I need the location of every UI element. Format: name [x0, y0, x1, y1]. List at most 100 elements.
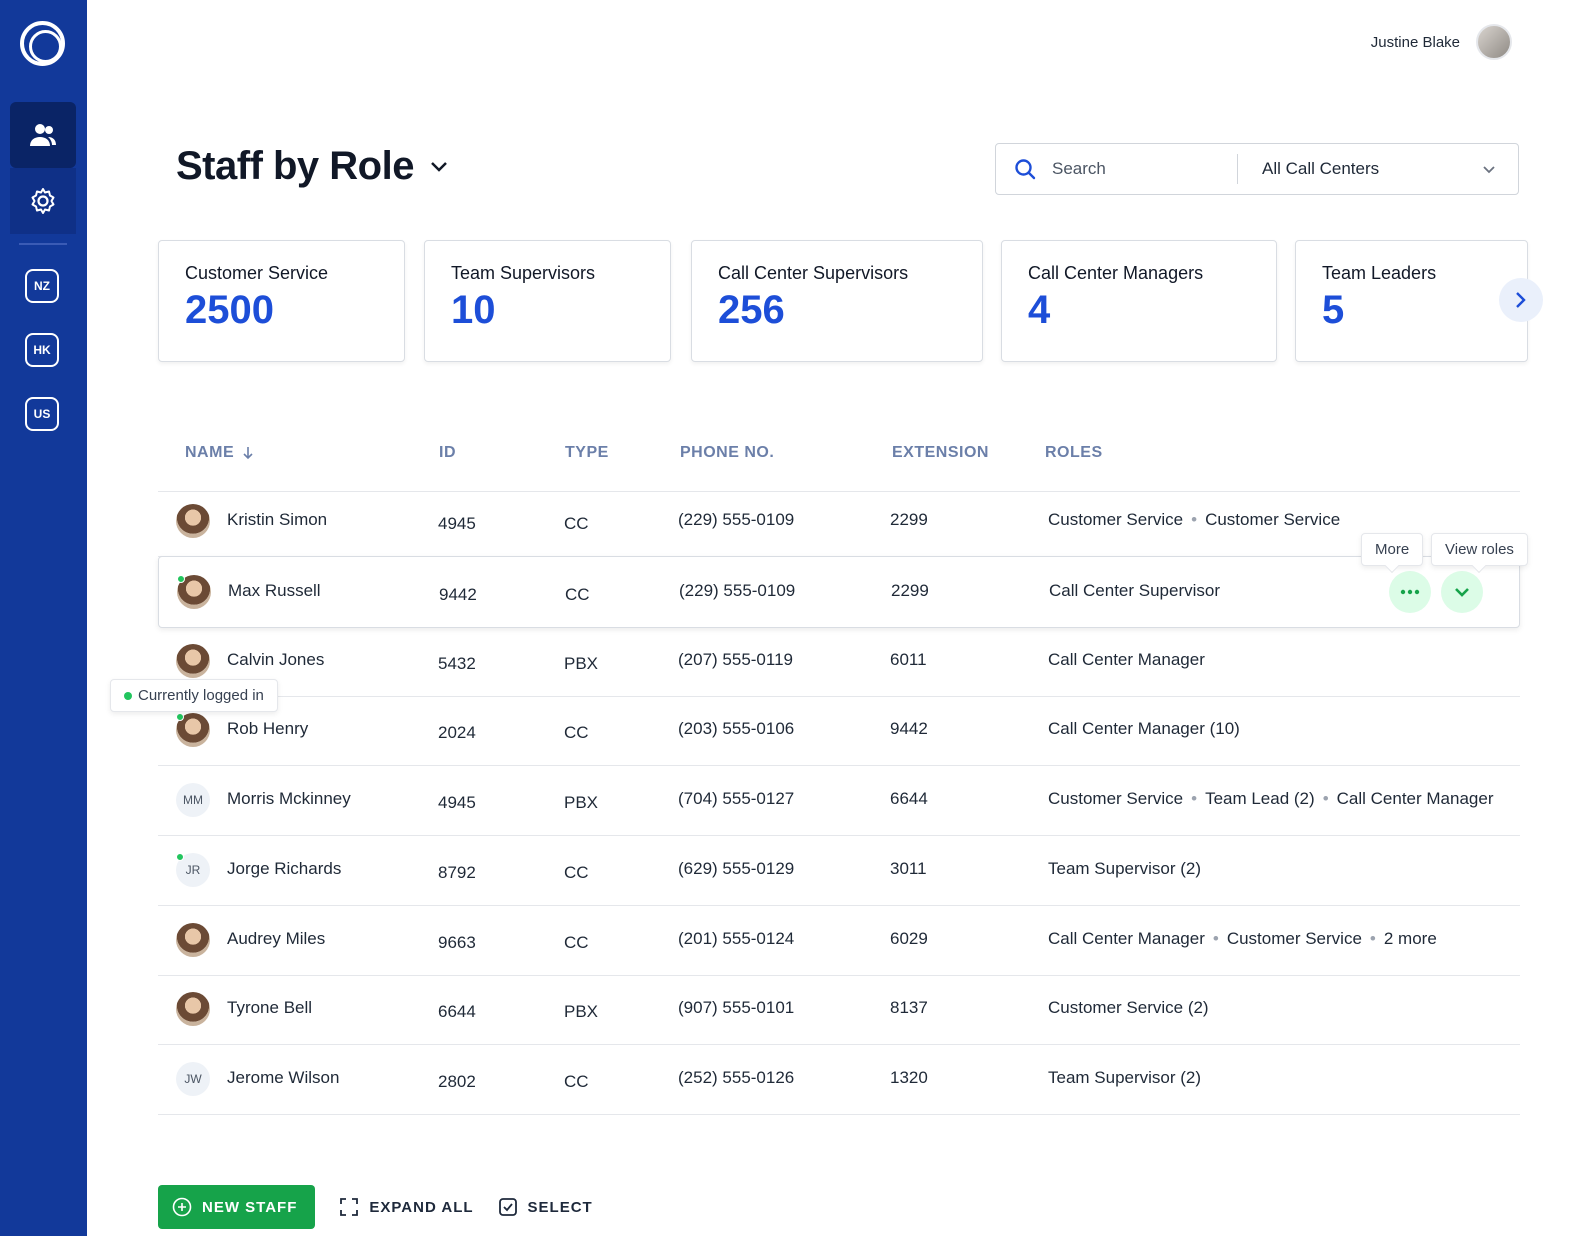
- chevron-right-icon: [1516, 292, 1526, 308]
- cell-extension: 6644: [890, 789, 928, 808]
- cell-phone: (629) 555-0129: [678, 859, 795, 878]
- role-card[interactable]: Call Center Supervisors 256: [691, 240, 983, 362]
- avatar[interactable]: [176, 504, 210, 538]
- nav-people[interactable]: [10, 102, 76, 168]
- role-tag: Call Center Manager: [1048, 650, 1205, 669]
- table-row[interactable]: JW Jerome Wilson 2802 CC (252) 555-0126 1320 T…: [158, 1044, 1520, 1115]
- cell-roles: Customer Service • Team Lead (2) • Call Cent…: [1048, 789, 1494, 809]
- gear-icon: [31, 188, 55, 214]
- column-header-phone[interactable]: PHONE NO.: [680, 444, 775, 461]
- call-center-select-value: All Call Centers: [1262, 159, 1380, 178]
- table-row[interactable]: Calvin Jones 5432 PBX (207) 555-0119 6011 Cal…: [158, 626, 1520, 697]
- role-card[interactable]: Call Center Managers 4: [1001, 240, 1277, 362]
- more-dots-icon: [1400, 589, 1420, 595]
- cell-id: 6644: [438, 1002, 476, 1021]
- cell-extension: 6011: [890, 650, 927, 669]
- role-card-label: Call Center Supervisors: [718, 263, 909, 283]
- cell-phone: (207) 555-0119: [678, 650, 793, 669]
- column-header-name[interactable]: NAME: [185, 444, 254, 462]
- nav-settings[interactable]: [10, 168, 76, 234]
- cell-id: 4945: [438, 514, 476, 533]
- cell-extension: 8137: [890, 998, 928, 1017]
- region-us[interactable]: US: [25, 397, 59, 431]
- chevron-down-icon: [1455, 588, 1469, 597]
- cell-extension: 1320: [890, 1068, 928, 1087]
- expand-icon: [340, 1198, 359, 1216]
- table-row[interactable]: Kristin Simon 4945 CC (229) 555-0109 2299 Cus…: [158, 486, 1520, 557]
- user-menu[interactable]: Justine Blake: [1371, 24, 1512, 60]
- user-avatar[interactable]: [1476, 24, 1512, 60]
- role-card-label: Call Center Managers: [1028, 263, 1204, 283]
- cell-extension: 9442: [890, 719, 928, 738]
- more-tooltip-text: More: [1375, 541, 1410, 558]
- cell-name: Max Russell: [228, 581, 321, 600]
- cards-next-button[interactable]: [1499, 278, 1543, 322]
- sort-down-icon[interactable]: [242, 446, 254, 460]
- view-roles-tooltip: View roles: [1431, 533, 1528, 574]
- cell-phone: (203) 555-0106: [678, 719, 795, 738]
- cell-extension: 2299: [890, 510, 928, 529]
- role-card[interactable]: Customer Service 2500: [158, 240, 405, 362]
- table-row[interactable]: Tyrone Bell 6644 PBX (907) 555-0101 8137 Cust…: [158, 974, 1520, 1045]
- chevron-down-icon: [431, 161, 447, 172]
- cell-type: CC: [564, 514, 589, 533]
- cell-type: PBX: [564, 793, 599, 812]
- online-dot: [176, 853, 184, 861]
- region-hk[interactable]: HK: [25, 333, 59, 367]
- cell-extension: 3011: [890, 859, 927, 878]
- avatar[interactable]: MM: [176, 783, 210, 817]
- cell-roles: Call Center Manager • Customer Service • 2 m…: [1048, 929, 1437, 949]
- table-row[interactable]: MM Morris Mckinney 4945 PBX (704) 555-0127 66…: [158, 765, 1520, 836]
- search-input[interactable]: [1052, 159, 1237, 179]
- search-icon: [1015, 159, 1036, 180]
- table-row[interactable]: Rob Henry 2024 CC (203) 555-0106 9442 Call Ce…: [158, 695, 1520, 766]
- cell-phone: (229) 555-0109: [679, 581, 796, 600]
- select-button[interactable]: SELECT: [498, 1197, 593, 1217]
- expand-all-button[interactable]: EXPAND ALL: [339, 1197, 473, 1217]
- app-logo[interactable]: [20, 21, 65, 66]
- role-card-label: Customer Service: [185, 263, 329, 283]
- region-nz[interactable]: NZ: [25, 269, 59, 303]
- column-header-type[interactable]: TYPE: [565, 444, 609, 461]
- table-row[interactable]: JR Jorge Richards 8792 CC (629) 555-0129 3011…: [158, 835, 1520, 906]
- cell-type: PBX: [564, 1002, 599, 1021]
- cell-name: Rob Henry: [227, 719, 309, 738]
- cell-id: 2024: [438, 723, 476, 742]
- column-header-extension[interactable]: EXTENSION: [892, 444, 989, 461]
- table-row[interactable]: Max Russell 9442 CC (229) 555-0109 2299 Call …: [158, 556, 1520, 628]
- role-card[interactable]: Team Supervisors 10: [424, 240, 671, 362]
- table-row[interactable]: Audrey Miles 9663 CC (201) 555-0124 6029 Call…: [158, 905, 1520, 976]
- cell-name: Audrey Miles: [227, 929, 326, 948]
- cell-extension: 2299: [891, 581, 929, 600]
- column-header-id[interactable]: ID: [439, 444, 456, 461]
- cell-roles: Call Center Manager: [1048, 650, 1205, 670]
- cell-name: Kristin Simon: [227, 510, 328, 529]
- cell-name: Tyrone Bell: [227, 998, 313, 1017]
- role-tag: Customer Service (2): [1048, 998, 1209, 1017]
- role-tag: Call Center Manager: [1048, 929, 1205, 948]
- cell-type: CC: [565, 585, 590, 604]
- logged-in-tooltip: Currently logged in: [110, 679, 278, 712]
- page-title-dropdown[interactable]: Staff by Role: [176, 144, 448, 189]
- role-separator: •: [1369, 929, 1376, 948]
- more-button[interactable]: [1389, 571, 1431, 613]
- cell-roles: Call Center Supervisor: [1049, 581, 1220, 601]
- role-tag: Customer Service: [1226, 929, 1362, 948]
- role-card[interactable]: Team Leaders 5: [1295, 240, 1528, 362]
- avatar[interactable]: JR: [176, 853, 210, 887]
- avatar[interactable]: [176, 644, 210, 678]
- cell-roles: Team Supervisor (2): [1048, 1068, 1201, 1088]
- cell-id: 9663: [438, 933, 476, 952]
- role-card-label: Team Leaders: [1322, 263, 1437, 283]
- avatar[interactable]: JW: [176, 1062, 210, 1096]
- avatar[interactable]: [176, 923, 210, 957]
- role-tag: Call Center Manager (10): [1048, 719, 1240, 738]
- avatar[interactable]: [176, 992, 210, 1026]
- cell-id: 5432: [438, 654, 476, 673]
- call-center-select[interactable]: All Call Centers: [1238, 159, 1518, 179]
- role-card-count: 10: [451, 288, 496, 332]
- view-roles-button[interactable]: [1441, 571, 1483, 613]
- column-header-roles[interactable]: ROLES: [1045, 444, 1103, 461]
- cell-type: CC: [564, 863, 589, 882]
- new-staff-button[interactable]: NEW STAFF: [158, 1185, 316, 1229]
